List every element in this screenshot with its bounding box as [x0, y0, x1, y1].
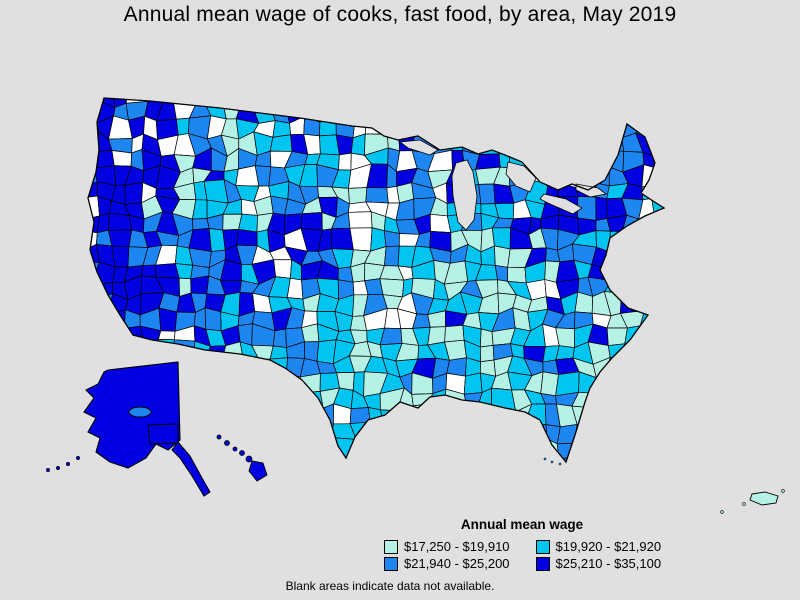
legend-label-bin2: $19,920 - $21,920: [555, 539, 662, 554]
footnote: Blank areas indicate data not available.: [285, 579, 495, 593]
legend-item-bin3: $21,940 - $25,200: [384, 556, 510, 571]
legend-swatch-bin3-icon: [384, 556, 398, 571]
page-title: Annual mean wage of cooks, fast food, by…: [123, 3, 677, 26]
legend-swatch-bin2-icon: [535, 539, 550, 554]
legend-item-bin2: $19,920 - $21,920: [535, 539, 662, 554]
legend: Annual mean wage $17,250 - $19,910 $19,9…: [384, 517, 662, 571]
legend-item-bin4: $25,210 - $35,100: [535, 556, 662, 571]
legend-swatch-bin1-icon: [384, 539, 398, 554]
legend-label-bin1: $17,250 - $19,910: [404, 539, 510, 554]
legend-items: $17,250 - $19,910 $19,920 - $21,920 $21,…: [384, 539, 662, 571]
legend-label-bin4: $25,210 - $35,100: [555, 556, 662, 571]
legend-label-bin3: $21,940 - $25,200: [404, 556, 510, 571]
legend-swatch-bin4-icon: [535, 556, 550, 571]
legend-item-bin1: $17,250 - $19,910: [384, 539, 510, 554]
legend-title: Annual mean wage: [460, 517, 584, 532]
